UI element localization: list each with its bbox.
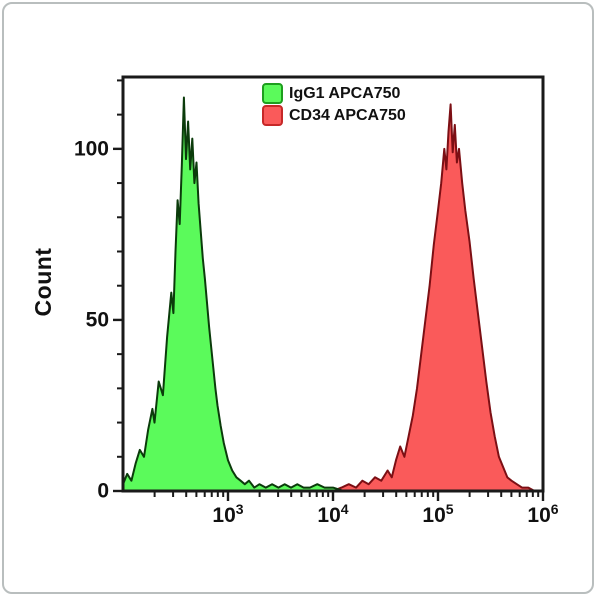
histogram-areas: [122, 96, 544, 492]
svg-text:106: 106: [527, 501, 558, 527]
axes-and-ticks: 0 50 100 103 104 105 106: [74, 75, 559, 527]
legend-swatch-red: [262, 105, 283, 126]
legend-item-igg1: IgG1 APCA750: [262, 83, 406, 104]
legend-label-cd34: CD34 APCA750: [289, 107, 406, 124]
legend: IgG1 APCA750 CD34 APCA750: [262, 83, 406, 126]
legend-item-cd34: CD34 APCA750: [262, 105, 406, 126]
svg-text:103: 103: [212, 501, 243, 527]
svg-text:105: 105: [422, 501, 453, 527]
svg-text:50: 50: [86, 308, 109, 331]
legend-swatch-green: [262, 83, 283, 104]
y-axis-title: Count: [30, 247, 56, 317]
screenshot-border: [2, 2, 594, 594]
svg-text:0: 0: [97, 480, 109, 503]
legend-label-igg1: IgG1 APCA750: [289, 85, 401, 102]
svg-text:104: 104: [317, 501, 348, 527]
svg-text:100: 100: [74, 137, 109, 160]
